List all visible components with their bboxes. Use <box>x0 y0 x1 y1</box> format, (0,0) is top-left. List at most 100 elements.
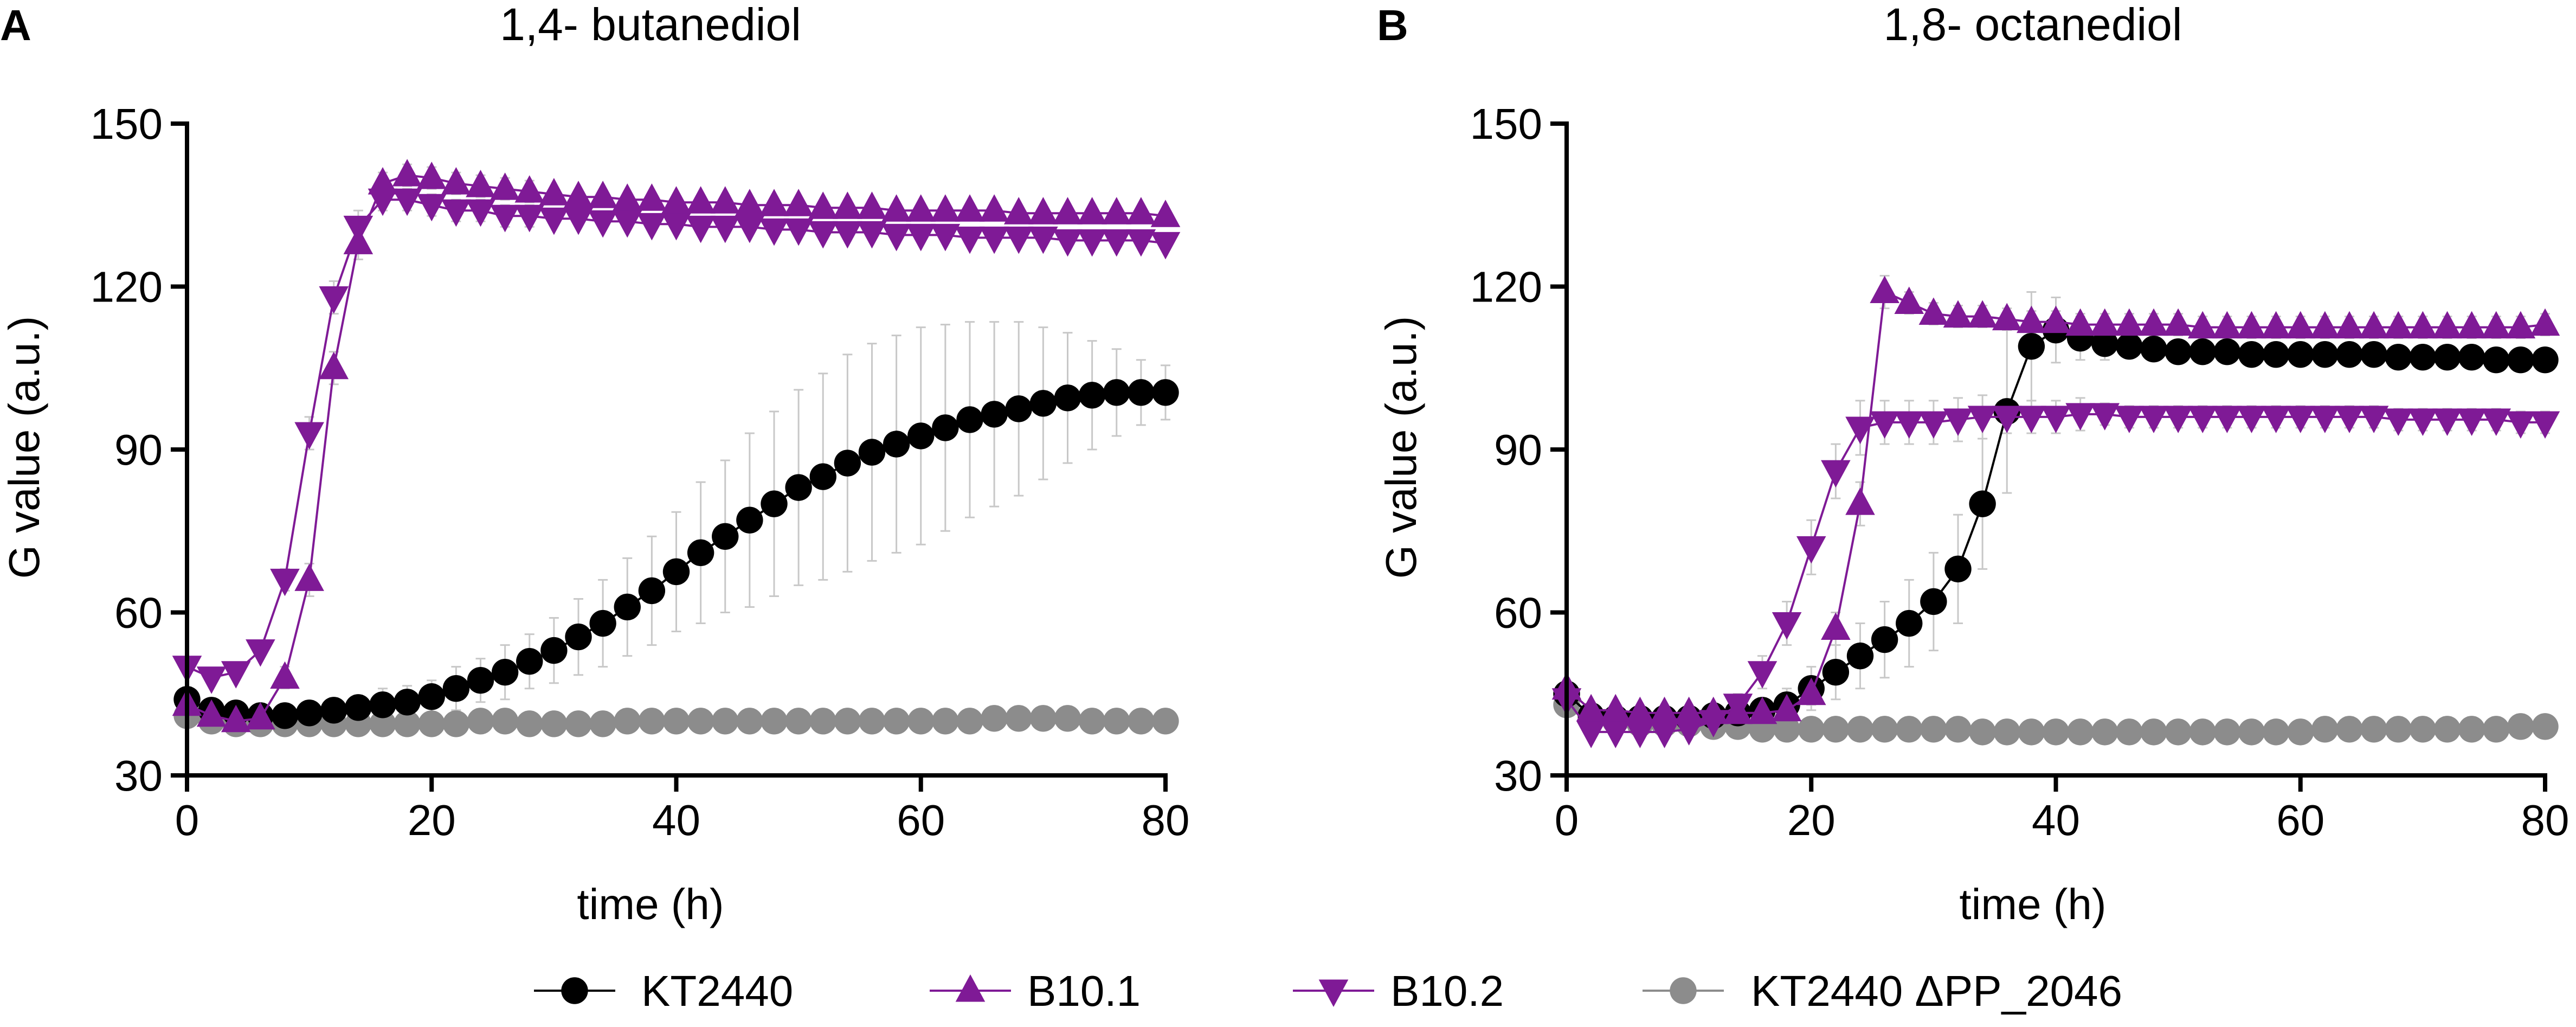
panel-b-series-line <box>1566 413 2545 733</box>
panel-a-y-tick-label: 150 <box>91 100 163 148</box>
panel-a-data-point <box>418 683 445 710</box>
panel-a-data-point <box>712 708 739 735</box>
panel-b-data-point <box>1918 411 1949 439</box>
panel-a-data-point <box>979 226 1009 254</box>
panel-a-data-point <box>809 708 836 735</box>
panel-a-data-point <box>1028 226 1058 254</box>
panel-b-data-point <box>2238 718 2265 746</box>
panel-a-data-point <box>614 593 641 621</box>
panel-a-data-point <box>907 422 935 450</box>
panel-b-data-point <box>2433 716 2461 743</box>
panel-b-data-point <box>2360 341 2387 368</box>
panel-a-data-point <box>1003 226 1034 254</box>
panel-b-data-point <box>2262 341 2290 368</box>
panel-b-data-point <box>2139 406 2169 433</box>
panel-a-data-point <box>1077 197 1107 224</box>
panel-a-data-point <box>883 708 910 735</box>
panel-b-data-point <box>1650 721 1679 748</box>
panel-a-data-point <box>881 223 911 252</box>
panel-b-x-tick-label: 60 <box>2276 796 2324 844</box>
panel-a-data-point <box>808 191 838 219</box>
panel-a-letter: A <box>0 1 31 49</box>
panel-a-data-point <box>516 710 543 737</box>
panel-b-data-point <box>2532 713 2559 740</box>
panel-a-data-point <box>783 189 814 216</box>
panel-b-data-point <box>2383 311 2413 339</box>
panel-b-y-tick-label: 60 <box>1494 589 1542 637</box>
panel-a-data-point <box>1077 229 1107 257</box>
panel-b-data-point <box>2287 341 2314 368</box>
panel-b-data-point <box>1992 303 2022 331</box>
panel-a-data-point <box>442 710 470 737</box>
panel-b-data-point <box>2139 308 2169 336</box>
panel-b-data-point <box>2481 408 2511 436</box>
panel-a-data-point <box>539 178 569 206</box>
panel-a-data-point <box>319 351 349 380</box>
panel-a-data-point <box>857 221 887 249</box>
panel-b-data-point <box>1625 696 1655 724</box>
panel-b-data-point <box>2018 332 2045 360</box>
panel-a-data-point <box>662 708 690 735</box>
panel-a-data-point <box>320 697 347 724</box>
panel-a-data-point <box>785 474 812 501</box>
panel-b-data-point <box>1796 536 1826 564</box>
panel-a-data-point <box>761 490 788 517</box>
panel-a-data-point <box>907 708 935 735</box>
panel-b-data-point <box>1723 696 1753 724</box>
panel-b-data-point <box>2238 341 2265 368</box>
panel-b-data-point <box>1969 490 1996 517</box>
panel-a-data-point <box>735 189 765 216</box>
panel-b-data-point <box>2409 716 2437 743</box>
panel-b-data-point <box>2163 308 2193 336</box>
panel-b-data-point <box>1896 609 1923 637</box>
panel-a-data-point <box>221 661 251 689</box>
panel-a-title: 1,4- butanediol <box>500 0 801 50</box>
panel-b-data-point <box>1821 460 1851 488</box>
panel-b-data-point <box>2189 718 2216 746</box>
panel-b-data-point <box>2385 716 2412 743</box>
panel-a-data-point <box>442 675 470 702</box>
panel-b-x-axis-label: time (h) <box>1959 880 2106 928</box>
panel-b-data-point <box>1992 406 2022 433</box>
panel-b-data-point <box>2506 311 2536 339</box>
panel-b-data-point <box>2506 411 2536 439</box>
panel-a-data-point <box>1054 384 1081 412</box>
panel-a-data-point <box>932 414 959 441</box>
panel-a-data-point <box>858 439 886 466</box>
panel-b-data-point <box>2311 341 2339 368</box>
legend-marker-2 <box>1318 979 1349 1007</box>
panel-b-data-point <box>1773 716 1800 743</box>
panel-b-data-point <box>2359 406 2389 433</box>
panel-a-data-point <box>392 159 422 187</box>
panel-b-data-point <box>2090 403 2120 431</box>
panel-a-data-point <box>809 463 836 490</box>
panel-b-letter: B <box>1377 1 1408 49</box>
panel-a-data-point <box>1053 197 1083 224</box>
panel-a-data-point <box>981 705 1008 732</box>
panel-b-y-tick-label: 150 <box>1470 100 1542 148</box>
panel-b-data-point <box>1896 716 1923 743</box>
panel-a-x-axis-label: time (h) <box>577 880 724 928</box>
panel-b-data-point <box>2042 718 2070 746</box>
panel-a-data-point <box>246 639 275 667</box>
panel-b-data-point <box>2213 338 2241 365</box>
panel-a-data-point <box>638 708 666 735</box>
panel-a-data-point <box>710 215 740 243</box>
panel-a-data-point <box>467 708 494 735</box>
panel-a-data-point <box>491 708 519 735</box>
panel-a-series-3 <box>173 702 1179 737</box>
panel-a-data-point <box>1005 705 1032 732</box>
panel-a-data-point <box>270 661 300 689</box>
panel-a-data-point <box>1126 229 1156 257</box>
panel-b-data-point <box>1943 300 1973 328</box>
panel-a-data-point <box>294 563 324 591</box>
panel-b-data-point <box>1870 411 1899 439</box>
panel-a-data-point <box>1005 395 1032 422</box>
panel-a-data-point <box>637 213 667 241</box>
panel-a-data-point <box>345 694 372 721</box>
panel-a-data-point <box>221 704 251 733</box>
panel-b-series-3 <box>1553 691 2559 746</box>
panel-b-data-point <box>2091 330 2118 357</box>
panel-a-data-point <box>612 210 642 238</box>
panel-a-data-point <box>588 181 618 208</box>
